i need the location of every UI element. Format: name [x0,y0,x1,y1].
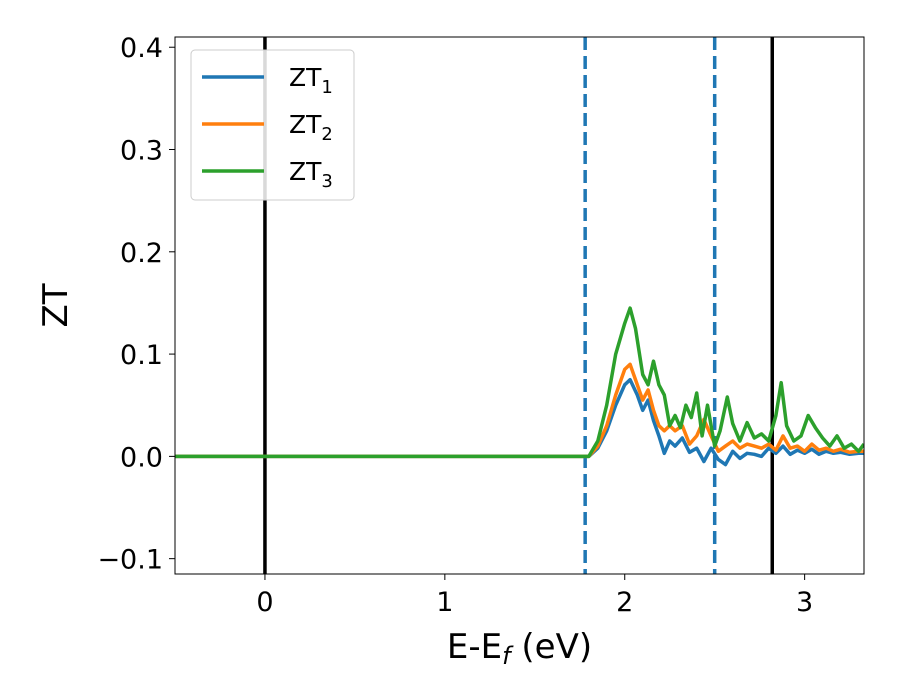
x-axis-title: E-Ef (eV) [447,627,592,670]
plot-frame [174,36,865,575]
series-line-zt2 [175,362,864,459]
x-axis-ticks: 0 1 2 3 [256,574,813,618]
legend: ZT1 ZT2 ZT3 [190,49,355,201]
y-tick-label: 0.1 [120,340,163,371]
x-axis-title-main: E-E [447,627,502,667]
y-tick-label: 0.0 [120,442,163,473]
series-lines [175,306,864,467]
y-tick-label: 0.4 [120,33,163,64]
x-tick-label: 1 [436,587,453,618]
series-line-zt1 [175,377,864,467]
y-tick-label: −0.1 [97,545,163,576]
y-axis-title: ZT [36,283,76,327]
legend-label-zt1: ZT1 [289,63,333,98]
legend-box [190,49,355,201]
legend-label-zt2: ZT2 [289,110,333,145]
x-tick-label: 3 [796,587,813,618]
x-tick-label: 2 [616,587,633,618]
series-line-zt3 [175,306,864,459]
legend-label-zt3: ZT3 [289,157,333,192]
x-axis-title-unit: (eV) [511,627,593,667]
y-tick-label: 0.2 [120,238,163,269]
y-tick-label: 0.3 [120,136,163,167]
x-tick-label: 0 [256,587,273,618]
y-axis-ticks: −0.1 0.0 0.1 0.2 0.3 0.4 [97,33,175,576]
